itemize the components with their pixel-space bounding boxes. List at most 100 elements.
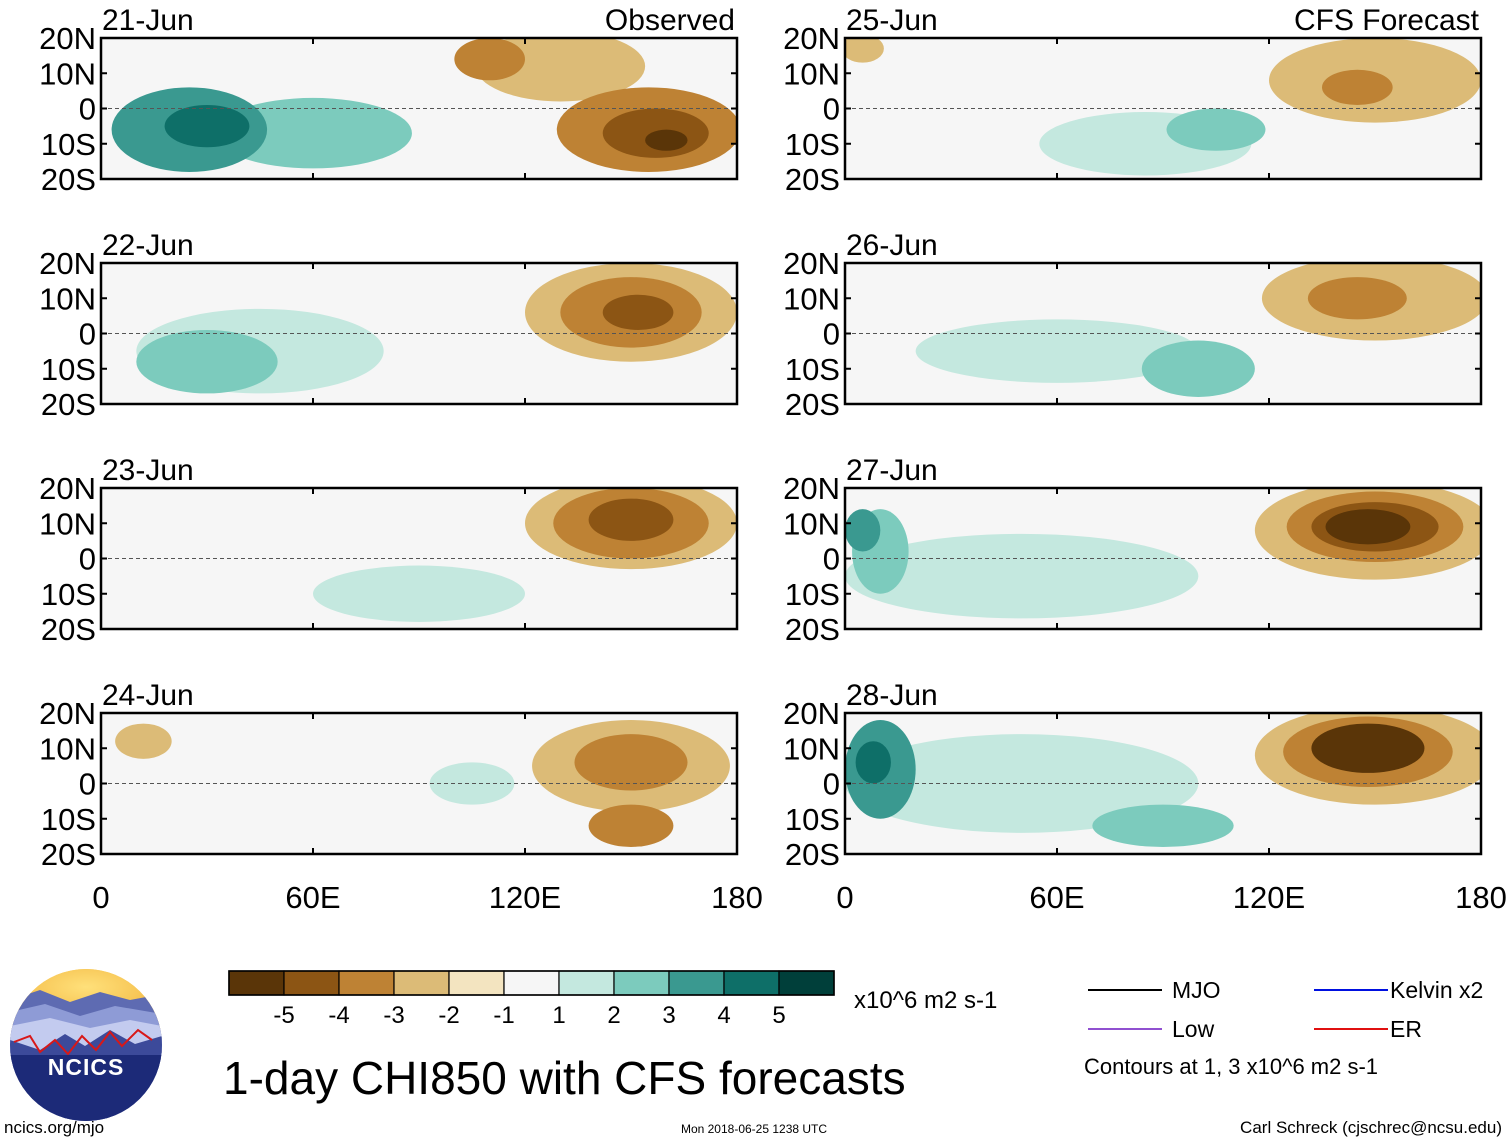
lat-tick-label: 20N [783,21,840,56]
panel-date: 23-Jun [102,454,194,487]
author: Carl Schreck (cjschrec@ncsu.edu) [1240,1118,1502,1137]
colorbar-swatch [448,970,505,996]
panel-date: 26-Jun [846,229,938,262]
colorbar-swatch [338,970,395,996]
legend-label: Kelvin x2 [1390,977,1483,1003]
colorbar-swatch [723,970,780,996]
anomaly-blob [915,319,1199,383]
lat-tick-label: 20N [783,246,840,281]
anomaly-blob [855,741,891,784]
colorbar-level: 3 [662,1002,675,1029]
colorbar-level: -1 [493,1002,514,1029]
lon-tick-label: 0 [92,880,109,915]
lon-tick-label: 60E [285,880,340,915]
lat-tick-label: 20S [785,162,840,197]
lat-tick-label: 0 [823,92,840,127]
contours-note: Contours at 1, 3 x10^6 m2 s-1 [1084,1054,1378,1079]
colorbar-swatch [613,970,670,996]
colorbar-level: 4 [717,1002,730,1029]
colorbar-level: -5 [273,1002,294,1029]
lat-tick-label: 10S [41,577,96,612]
anomaly-blob [588,804,674,847]
lat-tick-label: 0 [79,92,96,127]
anomaly-field [845,38,1481,176]
panel-date: 22-Jun [102,229,194,262]
anomaly-blob [1325,509,1411,545]
timestamp: Mon 2018-06-25 1238 UTC [681,1122,827,1136]
anomaly-blob [645,129,688,151]
logo-text: NCICS [48,1054,125,1080]
colorbar-swatch [228,970,285,996]
lat-tick-label: 20S [785,837,840,872]
anomaly-blob [1307,277,1407,320]
lat-tick-label: 10N [783,281,840,316]
lat-tick-label: 10N [39,506,96,541]
lat-tick-label: 0 [79,767,96,802]
lat-tick-label: 0 [823,317,840,352]
lat-tick-label: 10N [39,281,96,316]
anomaly-blob [845,509,881,552]
lat-tick-label: 20S [785,387,840,422]
lat-tick-label: 10N [783,506,840,541]
panel-date: 28-Jun [846,679,938,712]
site-link[interactable]: ncics.org/mjo [4,1118,104,1137]
anomaly-blob [136,329,278,394]
anomaly-blob [845,38,884,63]
colorbar-level: 2 [607,1002,620,1029]
lat-tick-label: 10S [785,577,840,612]
colorbar-level: -4 [328,1002,349,1029]
colorbar-swatch [283,970,340,996]
lat-tick-label: 10S [41,127,96,162]
lat-tick-label: 10S [785,127,840,162]
colorbar-units: x10^6 m2 s-1 [854,987,997,1014]
lat-tick-label: 10N [783,731,840,766]
colorbar-swatch [558,970,615,996]
panel-tag: CFS Forecast [1294,4,1480,37]
lat-tick-label: 10S [41,802,96,837]
lat-tick-label: 20S [785,612,840,647]
anomaly-blob [602,294,674,330]
lat-tick-label: 20N [39,471,96,506]
lat-tick-label: 20S [41,162,96,197]
panel-tag: Observed [605,4,735,37]
legend-label: Low [1172,1016,1215,1042]
anomaly-field [845,488,1481,619]
lat-tick-label: 20N [39,21,96,56]
legend-label: ER [1390,1016,1422,1042]
lat-tick-label: 20S [41,387,96,422]
colorbar-level: 1 [552,1002,565,1029]
anomaly-blob [214,97,412,169]
colorbar: -5 -4 -3 -2 -1 1 2 3 4 5 [228,970,835,1029]
anomaly-blob [1092,804,1234,847]
lat-tick-label: 10N [783,56,840,91]
lat-tick-label: 20S [41,612,96,647]
lat-tick-label: 10N [39,56,96,91]
panel-date: 21-Jun [102,4,194,37]
lat-tick-label: 10N [39,731,96,766]
panel-date: 27-Jun [846,454,938,487]
anomaly-field [915,263,1481,397]
colorbar-level: -3 [383,1002,404,1029]
panel-date: 25-Jun [846,4,938,37]
lat-tick-label: 20N [39,246,96,281]
colorbar-swatch [503,970,560,996]
colorbar-level: 5 [772,1002,785,1029]
lat-tick-label: 10S [785,802,840,837]
legend-label: MJO [1172,977,1221,1003]
anomaly-blob [115,723,172,759]
lon-tick-label: 180 [711,880,763,915]
colorbar-swatch [393,970,450,996]
anomaly-blob [588,498,674,541]
anomaly-blob [1311,723,1425,773]
lat-tick-label: 0 [79,542,96,577]
ncics-logo: NCICS [10,969,162,1121]
anomaly-blob [1166,108,1266,151]
lat-tick-label: 20N [783,471,840,506]
